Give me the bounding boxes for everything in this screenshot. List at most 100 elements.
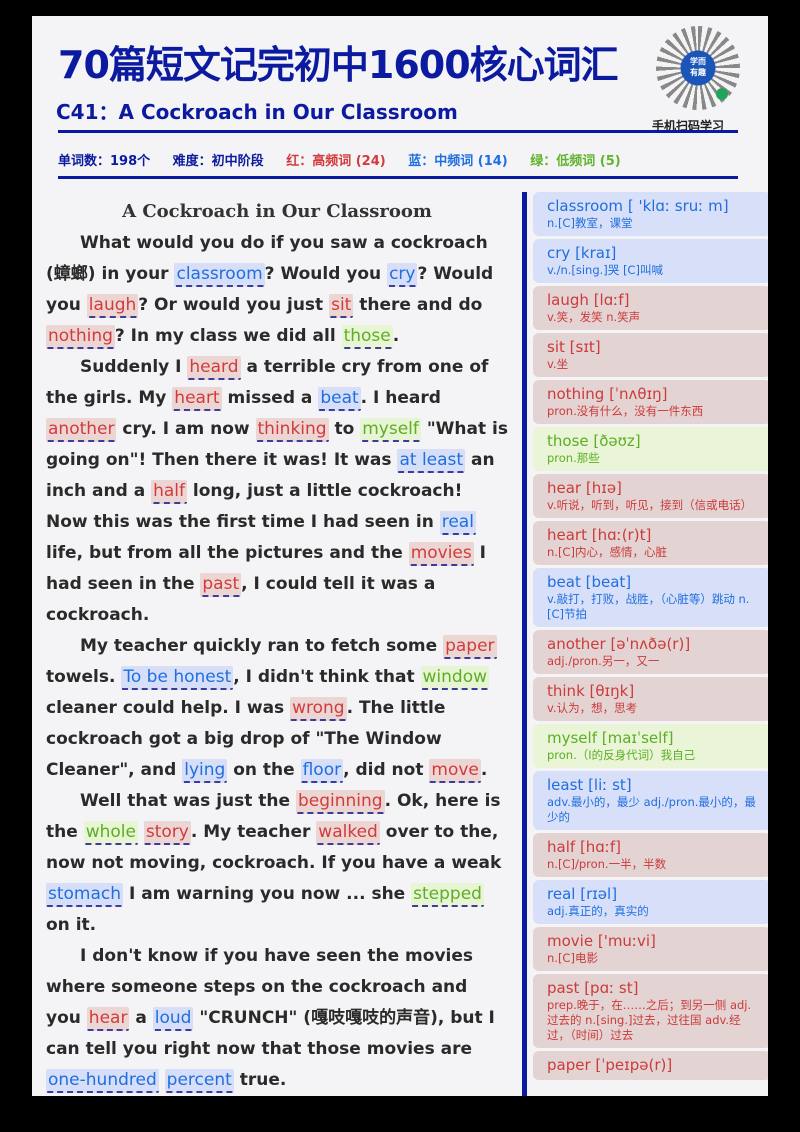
- vocab-card-hear[interactable]: hear [hɪə] v.听说，听到，听见，接到（信或电话）: [533, 474, 768, 518]
- word-count: 单词数：198个: [58, 154, 151, 169]
- text: [138, 822, 144, 842]
- vocab-headword: laugh [lɑːf]: [547, 290, 761, 310]
- vocab-meaning: v.坐: [547, 357, 569, 371]
- text: ? Would you: [264, 264, 388, 284]
- vocab-word[interactable]: another: [46, 418, 117, 442]
- vocab-word-label: hear: [547, 479, 582, 497]
- vocab-word[interactable]: myself: [360, 418, 421, 442]
- vocab-word[interactable]: wrong: [290, 697, 347, 721]
- vocab-phonetic: [rɪəl]: [580, 885, 618, 903]
- lesson-subtitle: C41：A Cockroach in Our Classroom: [56, 100, 458, 124]
- vocab-card-least[interactable]: least [liː st] adv.最小的，最少 adj./pron.最小的，最…: [533, 771, 768, 830]
- paragraph-5: I don't know if you have seen the movies…: [46, 941, 508, 1096]
- vocab-word[interactable]: sit: [329, 294, 354, 318]
- vocab-word[interactable]: nothing: [46, 325, 115, 349]
- vocab-card-those[interactable]: those [ðəʊz] pron.那些: [533, 427, 768, 471]
- vocab-headword: movie ['muːvi]: [547, 931, 761, 951]
- text: Suddenly I: [80, 357, 188, 377]
- page-title: 70篇短文记完初中1600核心词汇: [58, 43, 619, 87]
- qr-center-logo: 学而 有趣: [690, 57, 706, 77]
- vocab-word[interactable]: floor: [300, 759, 344, 783]
- text: [159, 1070, 165, 1090]
- vocab-word[interactable]: heard: [187, 356, 241, 380]
- vocab-word[interactable]: past: [200, 573, 242, 597]
- vocab-phonetic: [beat]: [585, 573, 632, 591]
- vocab-word[interactable]: real: [439, 511, 476, 535]
- vocab-card-another[interactable]: another [əˈnʌðə(r)] adj./pron.另一，又一: [533, 630, 768, 674]
- vocab-word[interactable]: stomach: [46, 883, 124, 907]
- vocab-word[interactable]: cry: [387, 263, 418, 287]
- vocab-phonetic: [θɪŋk]: [589, 682, 635, 700]
- vocab-phonetic: [sɪt]: [569, 338, 601, 356]
- vocab-card-heart[interactable]: heart [hɑː(r)t] n.[C]内心，感情，心脏: [533, 521, 768, 565]
- vocab-card-half[interactable]: half [hɑːf] n.[C]/pron.一半，半数: [533, 833, 768, 877]
- vocab-word-label: sit: [547, 338, 565, 356]
- vocab-word[interactable]: stepped: [411, 883, 484, 907]
- text: an inch and a: [46, 450, 495, 501]
- vocab-word[interactable]: To be honest: [121, 666, 234, 690]
- vocab-word[interactable]: those: [341, 325, 393, 349]
- qr-code-icon[interactable]: 学而 有趣: [656, 26, 740, 110]
- vocab-word[interactable]: hear: [86, 1007, 130, 1031]
- vocab-card-myself[interactable]: myself [maɪˈself] pron.（I的反身代词）我自己: [533, 724, 768, 768]
- paragraph-3: My teacher quickly ran to fetch some pap…: [46, 631, 508, 786]
- vocab-card-sit[interactable]: sit [sɪt] v.坐: [533, 333, 768, 377]
- text: I am warning you now ... she: [123, 884, 412, 904]
- vocab-card-classroom[interactable]: classroom [ 'klɑː sruː m] n.[C]教室，课堂: [533, 192, 768, 236]
- vocab-card-past[interactable]: past [pɑː st] prep.晚于，在……之后；到另一侧 adj.过去的 …: [533, 974, 768, 1048]
- vocab-phonetic: [hɪə]: [585, 479, 622, 497]
- text: .: [480, 760, 488, 780]
- vocab-card-movie[interactable]: movie ['muːvi] n.[C]电影: [533, 927, 768, 971]
- vocab-word[interactable]: beat: [318, 387, 361, 411]
- text: to: [328, 419, 361, 439]
- vocab-card-beat[interactable]: beat [beat] v.敲打，打败，战胜，（心脏等）跳动 n.[C]节拍: [533, 568, 768, 627]
- vocab-word[interactable]: classroom: [174, 263, 265, 287]
- vocab-card-think[interactable]: think [θɪŋk] v.认为，想，思考: [533, 677, 768, 721]
- vocab-card-nothing[interactable]: nothing [ˈnʌθɪŋ] pron.没有什么，没有一件东西: [533, 380, 768, 424]
- text: long, just a little cockroach! Now this …: [46, 481, 463, 532]
- vocab-word[interactable]: at least: [397, 449, 466, 473]
- vocab-card-laugh[interactable]: laugh [lɑːf] v.笑，发笑 n.笑声: [533, 286, 768, 330]
- vocab-word-label: another: [547, 635, 606, 653]
- vocab-headword: nothing [ˈnʌθɪŋ]: [547, 384, 761, 404]
- vocab-word[interactable]: whole: [83, 821, 138, 845]
- vocab-word[interactable]: half: [151, 480, 187, 504]
- vocab-word[interactable]: paper: [443, 635, 497, 659]
- vocab-word[interactable]: beginning: [295, 790, 385, 814]
- vocab-word[interactable]: percent: [164, 1069, 234, 1093]
- vocab-word[interactable]: walked: [316, 821, 380, 845]
- vocab-word[interactable]: loud: [152, 1007, 194, 1031]
- vocab-card-cry[interactable]: cry [kraɪ] v./n.[sing.]哭 [C]叫喊: [533, 239, 768, 283]
- vocab-word-label: beat: [547, 573, 581, 591]
- text: cry. I am now: [116, 419, 256, 439]
- vocab-phonetic: [liː st]: [588, 776, 632, 794]
- vocab-word-label: least: [547, 776, 584, 794]
- vocab-word[interactable]: window: [420, 666, 490, 690]
- vocab-headword: real [rɪəl]: [547, 884, 761, 904]
- vocab-meaning: v.听说，听到，听见，接到（信或电话）: [547, 498, 753, 512]
- vocab-word[interactable]: one-hundred: [46, 1069, 159, 1093]
- legend-red: 红：高频词 (24): [286, 154, 386, 169]
- meta-divider: [58, 176, 738, 179]
- difficulty-level: 难度：初中阶段: [172, 154, 264, 169]
- vocab-phonetic: [hɑː(r)t]: [591, 526, 652, 544]
- vocab-card-real[interactable]: real [rɪəl] adj.真正的，真实的: [533, 880, 768, 924]
- vocab-word[interactable]: story: [143, 821, 191, 845]
- vocab-headword: heart [hɑː(r)t]: [547, 525, 761, 545]
- vocab-card-paper[interactable]: paper [ˈpeɪpə(r)]: [533, 1051, 768, 1080]
- vocab-word-label: real: [547, 885, 576, 903]
- vocab-word-label: movie: [547, 932, 594, 950]
- vocab-headword: those [ðəʊz]: [547, 431, 761, 451]
- vocab-word[interactable]: thinking: [255, 418, 329, 442]
- legend-blue: 蓝：中频词 (14): [408, 154, 508, 169]
- vocab-word[interactable]: move: [429, 759, 481, 783]
- vocab-word[interactable]: heart: [172, 387, 222, 411]
- vocab-word[interactable]: lying: [182, 759, 228, 783]
- text: ? Would you: [46, 264, 494, 315]
- text: . My teacher: [190, 822, 317, 842]
- vocab-meaning: adv.最小的，最少 adj./pron.最小的，最少的: [547, 795, 756, 824]
- vocab-word[interactable]: laugh: [86, 294, 139, 318]
- vocab-word[interactable]: movies: [408, 542, 474, 566]
- text: on the: [227, 760, 301, 780]
- vocab-headword: think [θɪŋk]: [547, 681, 761, 701]
